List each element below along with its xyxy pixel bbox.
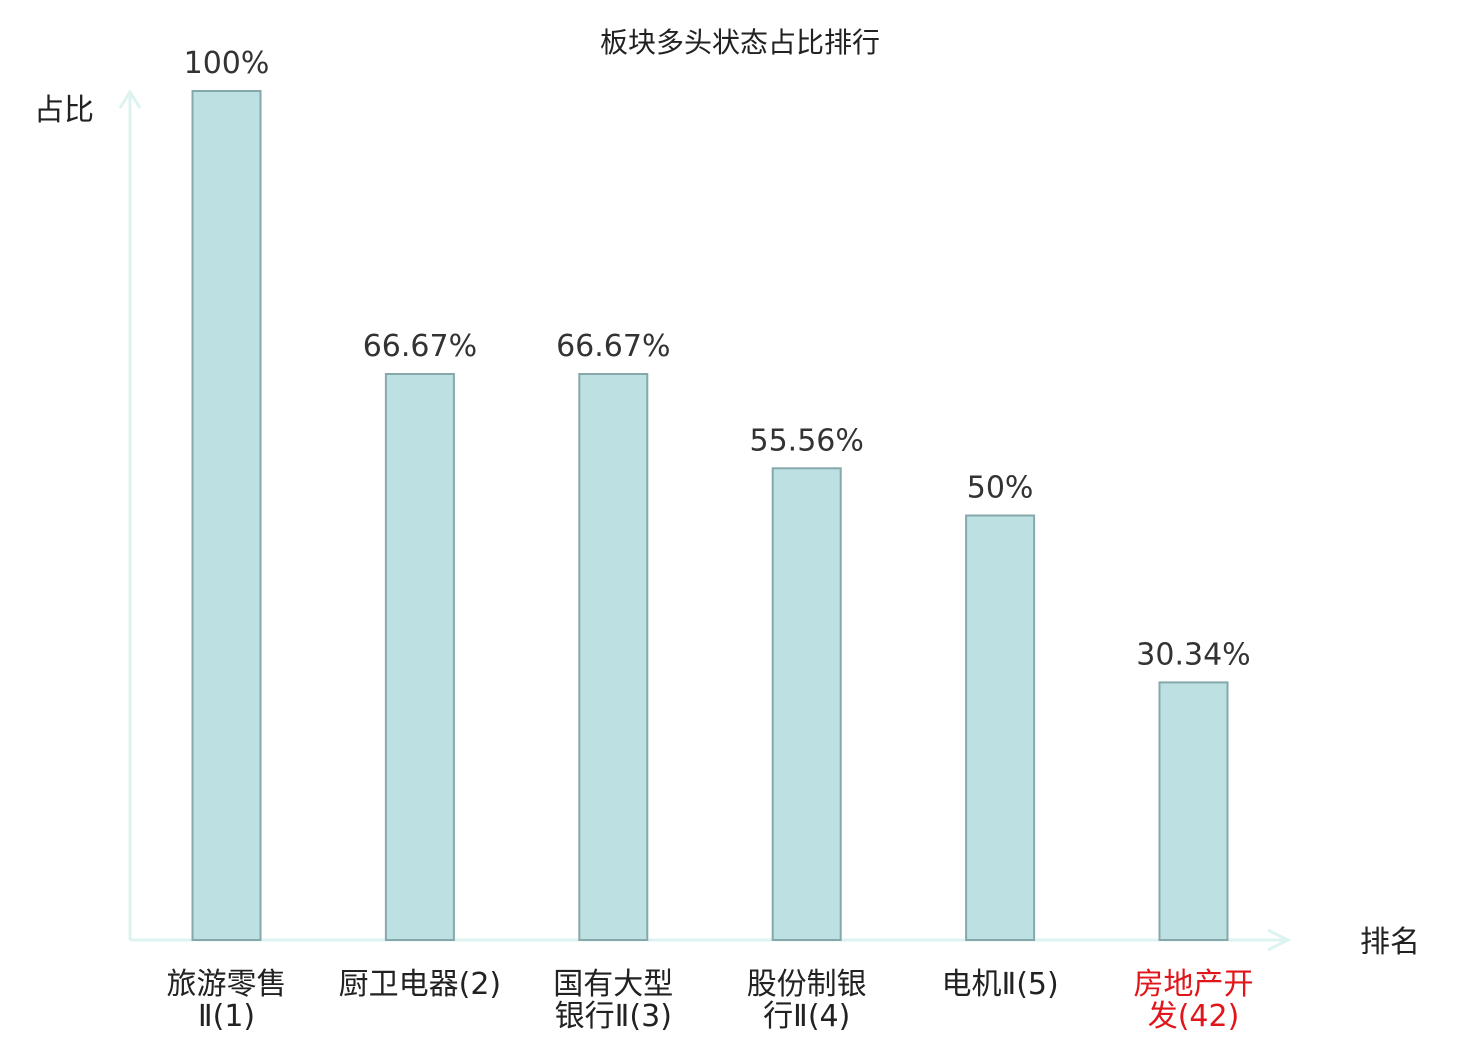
x-axis-arrow xyxy=(1267,928,1292,952)
bar xyxy=(191,90,262,941)
chart-title: 板块多头状态占比排行 xyxy=(600,26,880,59)
bar-value-label: 66.67% xyxy=(363,329,477,364)
category-label: 旅游零售 xyxy=(167,967,287,1002)
category-label: 国有大型 xyxy=(553,967,673,1002)
y-axis-arrow xyxy=(118,89,142,109)
category-label: Ⅱ(1) xyxy=(198,999,255,1034)
bar xyxy=(578,373,649,941)
category-label: 房地产开 xyxy=(1134,967,1254,1002)
axes xyxy=(118,89,1292,952)
category-label: 行Ⅱ(4) xyxy=(763,999,850,1034)
x-axis-label: 排名 xyxy=(1360,925,1420,960)
bar xyxy=(1158,681,1229,942)
bar xyxy=(965,514,1036,941)
bar-value-label: 55.56% xyxy=(750,423,864,458)
category-label: 股份制银 xyxy=(747,967,867,1002)
y-axis-label: 占比 xyxy=(34,93,94,128)
bar-value-label: 66.67% xyxy=(556,329,670,364)
category-label: 发(42) xyxy=(1148,999,1240,1034)
bar-value-label: 50% xyxy=(967,471,1034,506)
category-label: 电机Ⅱ(5) xyxy=(941,967,1058,1002)
value-labels-group: 100% 66.67% 66.67% 55.56% 50% 30.34% xyxy=(184,46,1251,672)
bar xyxy=(384,373,455,941)
bar-value-label: 100% xyxy=(184,46,270,81)
bars-group xyxy=(191,90,1229,942)
bar-value-label: 30.34% xyxy=(1136,637,1250,672)
category-label: 厨卫电器(2) xyxy=(339,967,502,1002)
bar xyxy=(771,467,842,941)
category-label: 银行Ⅱ(3) xyxy=(555,999,672,1034)
